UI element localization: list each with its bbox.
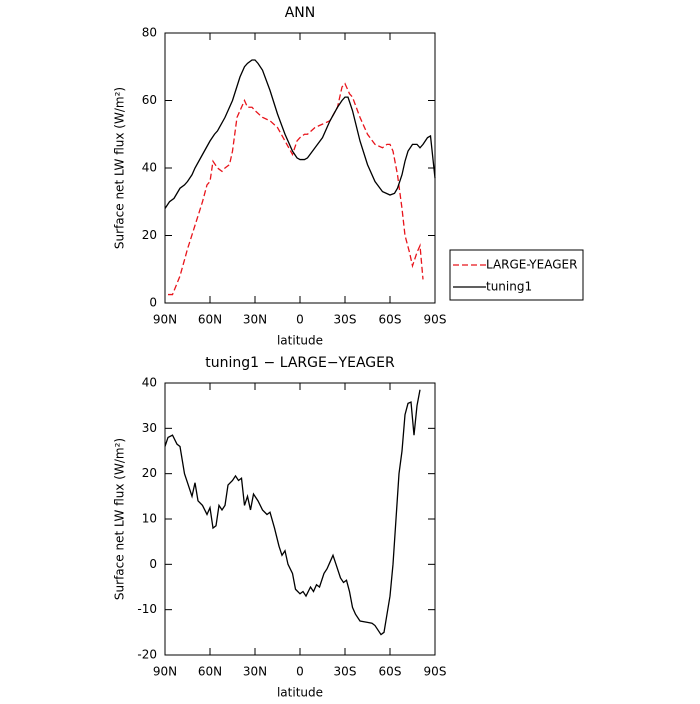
y-axis-label: Surface net LW flux (W/m²) [113, 438, 127, 600]
y-tick-label: -20 [137, 648, 157, 662]
line-series [168, 82, 424, 296]
x-tick-label: 60N [198, 313, 222, 327]
x-tick-label: 90N [153, 313, 177, 327]
y-tick-label: 30 [142, 421, 157, 435]
line-series [164, 389, 421, 636]
x-tick-label: 90S [424, 313, 447, 327]
legend-box [449, 249, 584, 301]
x-tick-label: 90N [153, 665, 177, 679]
x-tick-label: 30N [243, 313, 267, 327]
x-tick-label: 30N [243, 665, 267, 679]
legend-label: LARGE-YEAGER [486, 258, 577, 272]
y-tick-label: 20 [142, 466, 157, 480]
y-tick-label: 40 [142, 376, 157, 390]
y-tick-label: 40 [142, 161, 157, 175]
legend: LARGE-YEAGER tuning1 [449, 249, 584, 301]
y-axis-label: Surface net LW flux (W/m²) [113, 87, 127, 249]
chart-title: ANN [285, 5, 316, 21]
legend-label: tuning1 [486, 280, 532, 294]
y-tick-label: 10 [142, 512, 157, 526]
y-tick-label: 20 [142, 228, 157, 242]
y-tick-label: 0 [149, 296, 157, 310]
chart-title: tuning1 − LARGE−YEAGER [205, 355, 395, 371]
x-tick-label: 30S [334, 665, 357, 679]
x-tick-label: 0 [296, 313, 304, 327]
y-tick-label: 80 [142, 26, 157, 40]
y-tick-label: 60 [142, 93, 157, 107]
plot-frame [164, 382, 436, 656]
x-tick-label: 60S [379, 665, 402, 679]
x-tick-label: 90S [424, 665, 447, 679]
x-axis-label: latitude [277, 686, 323, 700]
x-tick-label: 30S [334, 313, 357, 327]
x-tick-label: 60S [379, 313, 402, 327]
line-series [164, 59, 436, 209]
y-tick-label: -10 [137, 602, 157, 616]
y-tick-label: 0 [149, 557, 157, 571]
x-tick-label: 0 [296, 665, 304, 679]
plot-frame [164, 32, 436, 304]
x-tick-label: 60N [198, 665, 222, 679]
x-axis-label: latitude [277, 334, 323, 348]
